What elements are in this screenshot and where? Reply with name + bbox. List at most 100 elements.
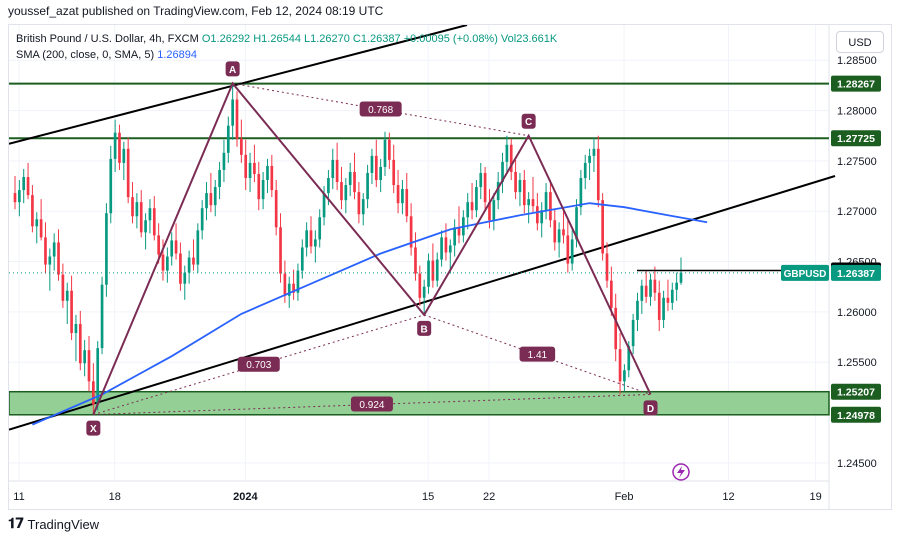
ratio-badge xyxy=(359,101,402,117)
point-badge xyxy=(521,113,536,129)
candle-body xyxy=(392,159,396,186)
candle-body xyxy=(614,307,618,350)
price-tag-label: 1.25207 xyxy=(837,387,875,399)
candle-body xyxy=(562,229,565,236)
candle-body xyxy=(670,289,674,303)
candle-body xyxy=(444,237,448,253)
candle-body xyxy=(174,240,178,254)
price-chart[interactable]: 1.285001.280001.275001.270001.265001.260… xyxy=(9,25,891,509)
point-label: X xyxy=(90,424,97,435)
candle-body xyxy=(475,187,478,211)
candle-body xyxy=(540,210,544,224)
candle-body xyxy=(335,159,339,183)
x-tick-label: 2024 xyxy=(233,491,258,503)
candle-body xyxy=(26,177,30,196)
candle-body xyxy=(448,245,452,253)
candle-body xyxy=(340,182,343,201)
legend-sma-label: SMA (200, close, 0, SMA, 5) xyxy=(16,49,155,61)
candle-body xyxy=(457,227,461,236)
candle-body xyxy=(287,283,291,296)
candle-body xyxy=(327,178,330,194)
candle-body xyxy=(44,237,47,265)
candle-body xyxy=(514,171,517,193)
candle-body xyxy=(440,237,443,260)
candle-body xyxy=(200,208,204,231)
candle-body xyxy=(300,247,304,271)
candle-body xyxy=(527,199,530,206)
candle-body xyxy=(636,300,639,320)
candle-body xyxy=(274,190,278,228)
candle-body xyxy=(492,200,496,221)
candle-body xyxy=(305,230,308,248)
candle-body xyxy=(566,235,570,264)
tradingview-mark-icon: 𝟏7 xyxy=(8,516,25,532)
candle-body xyxy=(509,144,513,172)
price-tag-label: 1.26387 xyxy=(837,268,875,280)
candle-body xyxy=(557,229,561,243)
candle-body xyxy=(131,197,134,217)
candle-body xyxy=(231,99,234,126)
price-tag xyxy=(831,130,881,147)
candle-body xyxy=(553,220,557,243)
candle-body xyxy=(675,282,678,290)
candle-body xyxy=(266,165,269,181)
candle-body xyxy=(292,283,295,293)
candle-body xyxy=(596,148,600,201)
legend-symbol-row: British Pound / U.S. Dollar, 4h, FXCM O1… xyxy=(16,33,557,45)
ratio-badge xyxy=(237,356,280,372)
x-tick-label: 18 xyxy=(109,491,121,503)
candle-body xyxy=(592,148,596,156)
candle-body xyxy=(405,189,409,217)
candle-body xyxy=(627,346,631,371)
candle-body xyxy=(92,381,95,405)
point-label: B xyxy=(421,324,428,335)
candle-body xyxy=(522,180,526,206)
candle-body xyxy=(322,193,326,218)
publisher-line: youssef_azat published on TradingView.co… xyxy=(8,4,384,18)
candle-body xyxy=(435,259,439,281)
candle-body xyxy=(331,159,335,179)
candle-body xyxy=(388,139,391,160)
candle-body xyxy=(583,162,587,179)
candle-body xyxy=(257,173,261,200)
point-label: A xyxy=(229,65,236,76)
x-tick-label: 12 xyxy=(722,491,734,503)
candle-body xyxy=(222,152,226,170)
candle-body xyxy=(122,148,126,163)
tradingview-logo[interactable]: 𝟏7 TradingView xyxy=(8,516,99,532)
lightning-icon xyxy=(672,463,690,481)
legend-ohlc: O1.26292 H1.26544 L1.26270 C1.26387 +0.0… xyxy=(201,33,558,45)
candle-body xyxy=(588,155,591,163)
candle-body xyxy=(453,227,456,246)
candle-body xyxy=(309,230,313,247)
candle-body xyxy=(235,99,239,139)
price-tag-label: 1.27725 xyxy=(837,133,875,145)
candle-body xyxy=(279,227,282,274)
candle-body xyxy=(610,280,613,308)
candle-body xyxy=(196,230,200,265)
price-tag xyxy=(831,75,881,92)
candle-body xyxy=(618,349,622,382)
legend-sma-row: SMA (200, close, 0, SMA, 5) 1.26894 xyxy=(16,49,197,61)
x-tick-label: Feb xyxy=(615,491,634,503)
candle-body xyxy=(518,180,522,193)
x-tick-label: 15 xyxy=(422,491,434,503)
price-tag-label: 1.28267 xyxy=(837,79,875,91)
candle-body xyxy=(501,161,504,183)
currency-button[interactable]: USD xyxy=(836,31,884,53)
y-tick-label: 1.28000 xyxy=(837,106,877,118)
candle-body xyxy=(536,206,539,224)
candle-body xyxy=(579,178,583,208)
candle-body xyxy=(13,193,17,203)
candle-body xyxy=(205,193,208,209)
candle-body xyxy=(244,154,248,179)
candle-body xyxy=(192,257,195,265)
chart-frame[interactable]: 1.285001.280001.275001.270001.265001.260… xyxy=(8,24,892,510)
candle-body xyxy=(374,155,378,181)
candle-body xyxy=(18,190,21,203)
candle-body xyxy=(570,239,574,264)
lower-channel-line xyxy=(9,175,836,431)
sma-200-line xyxy=(32,202,708,426)
symbol-tag-label: GBPUSD xyxy=(784,269,827,280)
candle-body xyxy=(379,166,382,181)
